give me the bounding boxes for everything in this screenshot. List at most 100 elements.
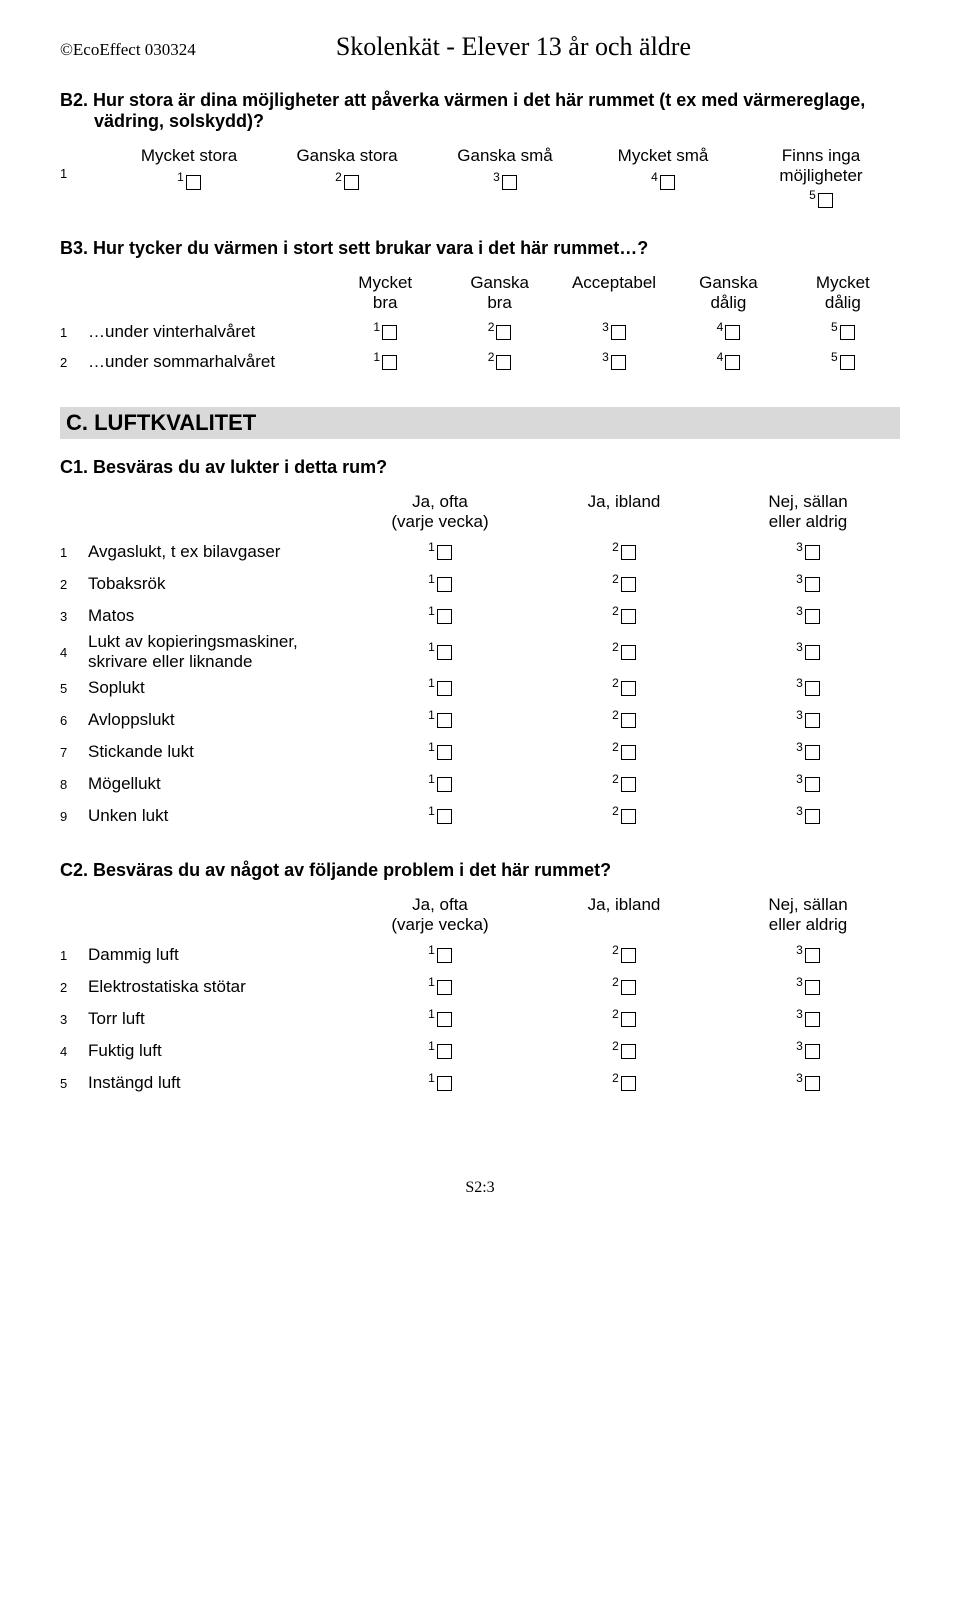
- matrix-cell: 2: [442, 322, 556, 342]
- checkbox[interactable]: [840, 325, 855, 340]
- cell-number: 2: [488, 320, 495, 334]
- checkbox[interactable]: [496, 355, 511, 370]
- b2-option-label: Finns inga möjligheter: [742, 146, 900, 186]
- checkbox[interactable]: [502, 175, 517, 190]
- checkbox[interactable]: [437, 545, 452, 560]
- matrix-cell: 3: [716, 1041, 900, 1061]
- b2-option-number: 5: [809, 188, 816, 202]
- checkbox[interactable]: [344, 175, 359, 190]
- checkbox[interactable]: [805, 777, 820, 792]
- checkbox[interactable]: [805, 545, 820, 560]
- cell-number: 3: [796, 804, 803, 818]
- checkbox[interactable]: [621, 645, 636, 660]
- matrix-row-label: Dammig luft: [88, 945, 348, 965]
- matrix-row-label: …under sommarhalvåret: [88, 352, 328, 372]
- cell-number: 3: [796, 740, 803, 754]
- checkbox[interactable]: [437, 609, 452, 624]
- checkbox[interactable]: [621, 609, 636, 624]
- b2-option-number: 4: [651, 170, 658, 184]
- q-b2-num: B2.: [60, 90, 88, 110]
- matrix-cell: 1: [348, 1009, 532, 1029]
- cell-number: 3: [796, 772, 803, 786]
- checkbox[interactable]: [621, 1012, 636, 1027]
- cell-number: 1: [428, 1039, 435, 1053]
- cell-number: 3: [796, 676, 803, 690]
- matrix-row-number: 7: [60, 745, 88, 760]
- matrix-row: 5Instängd luft123: [60, 1067, 900, 1099]
- checkbox[interactable]: [805, 1044, 820, 1059]
- checkbox[interactable]: [437, 713, 452, 728]
- matrix-cell: 2: [532, 1041, 716, 1061]
- checkbox[interactable]: [621, 809, 636, 824]
- checkbox[interactable]: [805, 745, 820, 760]
- checkbox[interactable]: [725, 325, 740, 340]
- checkbox[interactable]: [840, 355, 855, 370]
- checkbox[interactable]: [437, 1044, 452, 1059]
- checkbox[interactable]: [611, 325, 626, 340]
- checkbox[interactable]: [621, 745, 636, 760]
- checkbox[interactable]: [611, 355, 626, 370]
- matrix-header-cell: Mycketdålig: [786, 273, 900, 313]
- checkbox[interactable]: [437, 1076, 452, 1091]
- matrix-cell: 5: [786, 352, 900, 372]
- matrix-cell: 3: [716, 606, 900, 626]
- c2-matrix-header: Ja, ofta(varje vecka)Ja, iblandNej, säll…: [60, 895, 900, 935]
- checkbox[interactable]: [805, 980, 820, 995]
- checkbox[interactable]: [805, 948, 820, 963]
- checkbox[interactable]: [621, 681, 636, 696]
- cell-number: 1: [428, 975, 435, 989]
- matrix-cell: 3: [716, 977, 900, 997]
- checkbox[interactable]: [621, 948, 636, 963]
- checkbox[interactable]: [621, 545, 636, 560]
- matrix-cell: 5: [786, 322, 900, 342]
- checkbox[interactable]: [437, 745, 452, 760]
- question-c2: C2. Besväras du av något av följande pro…: [60, 860, 900, 1099]
- checkbox[interactable]: [382, 355, 397, 370]
- checkbox[interactable]: [437, 681, 452, 696]
- matrix-cell: 1: [348, 742, 532, 762]
- cell-number: 1: [428, 1071, 435, 1085]
- checkbox[interactable]: [805, 1012, 820, 1027]
- checkbox[interactable]: [805, 1076, 820, 1091]
- matrix-header-cell: Ganskadålig: [671, 273, 785, 313]
- checkbox[interactable]: [725, 355, 740, 370]
- checkbox[interactable]: [621, 1076, 636, 1091]
- matrix-cell: 2: [532, 710, 716, 730]
- matrix-row: 6Avloppslukt123: [60, 704, 900, 736]
- checkbox[interactable]: [621, 577, 636, 592]
- checkbox[interactable]: [437, 1012, 452, 1027]
- checkbox[interactable]: [805, 809, 820, 824]
- checkbox[interactable]: [437, 577, 452, 592]
- matrix-header-line: bra: [442, 293, 556, 313]
- checkbox[interactable]: [805, 609, 820, 624]
- checkbox[interactable]: [621, 1044, 636, 1059]
- matrix-cell: 1: [348, 1073, 532, 1093]
- checkbox[interactable]: [621, 713, 636, 728]
- matrix-header-line: dålig: [786, 293, 900, 313]
- checkbox[interactable]: [382, 325, 397, 340]
- checkbox[interactable]: [437, 645, 452, 660]
- matrix-row: 3Matos123: [60, 600, 900, 632]
- checkbox[interactable]: [805, 681, 820, 696]
- checkbox[interactable]: [496, 325, 511, 340]
- matrix-cell: 2: [532, 774, 716, 794]
- checkbox[interactable]: [437, 948, 452, 963]
- matrix-header-line: Nej, sällan: [716, 492, 900, 512]
- cell-number: 4: [717, 350, 724, 364]
- checkbox[interactable]: [437, 980, 452, 995]
- checkbox[interactable]: [805, 577, 820, 592]
- checkbox[interactable]: [186, 175, 201, 190]
- checkbox[interactable]: [621, 777, 636, 792]
- checkbox[interactable]: [437, 777, 452, 792]
- checkbox[interactable]: [805, 645, 820, 660]
- cell-number: 2: [612, 943, 619, 957]
- checkbox[interactable]: [621, 980, 636, 995]
- checkbox[interactable]: [437, 809, 452, 824]
- cell-number: 3: [796, 540, 803, 554]
- checkbox[interactable]: [818, 193, 833, 208]
- matrix-row-number: 1: [60, 325, 88, 340]
- matrix-row-label: Tobaksrök: [88, 574, 348, 594]
- checkbox[interactable]: [805, 713, 820, 728]
- header-title: Skolenkät - Elever 13 år och äldre: [336, 32, 691, 62]
- checkbox[interactable]: [660, 175, 675, 190]
